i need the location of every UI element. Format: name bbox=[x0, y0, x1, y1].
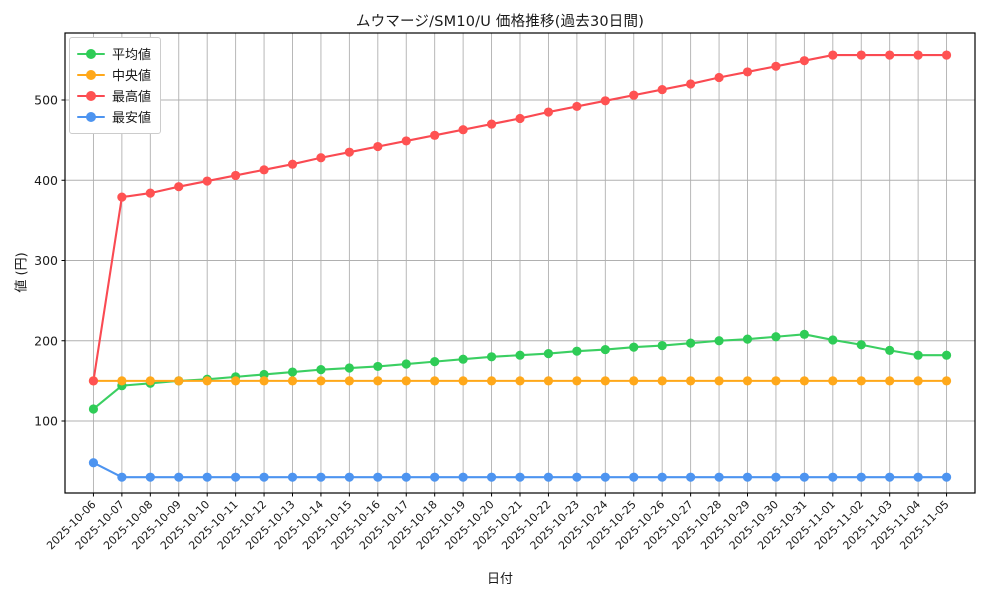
legend-label: 平均値 bbox=[112, 48, 152, 63]
svg-text:100: 100 bbox=[34, 414, 58, 429]
svg-text:200: 200 bbox=[34, 333, 58, 348]
svg-text:500: 500 bbox=[34, 93, 58, 108]
x-axis-ticks: 2025-10-062025-10-072025-10-082025-10-09… bbox=[44, 493, 952, 552]
svg-text:400: 400 bbox=[34, 173, 58, 188]
legend-label: 中央値 bbox=[112, 69, 152, 84]
legend-item-min[interactable]: 最安値 bbox=[77, 106, 151, 127]
legend-item-max[interactable]: 最高値 bbox=[77, 85, 151, 106]
plot-frame bbox=[64, 32, 976, 494]
legend-label: 最安値 bbox=[112, 111, 152, 126]
legend-item-average[interactable]: 平均値 bbox=[77, 43, 151, 64]
legend-marker-icon bbox=[77, 111, 105, 123]
legend-item-median[interactable]: 中央値 bbox=[77, 64, 151, 85]
chart-title: ムウマージ/SM10/U 価格推移(過去30日間) bbox=[355, 14, 645, 30]
legend-marker-icon bbox=[77, 48, 105, 60]
legend-marker-icon bbox=[77, 69, 105, 81]
svg-text:300: 300 bbox=[34, 253, 58, 268]
data-series-group bbox=[88, 50, 952, 482]
chart-legend: 平均値 中央値 最高値 最安値 bbox=[69, 37, 162, 134]
legend-label: 最高値 bbox=[112, 90, 152, 105]
gridlines bbox=[65, 33, 975, 493]
y-axis-ticks: 100 200 300 400 500 bbox=[34, 93, 65, 429]
legend-marker-icon bbox=[77, 90, 105, 102]
y-axis-label: 値 (円) bbox=[14, 252, 30, 293]
x-axis-label: 日付 bbox=[486, 572, 513, 587]
